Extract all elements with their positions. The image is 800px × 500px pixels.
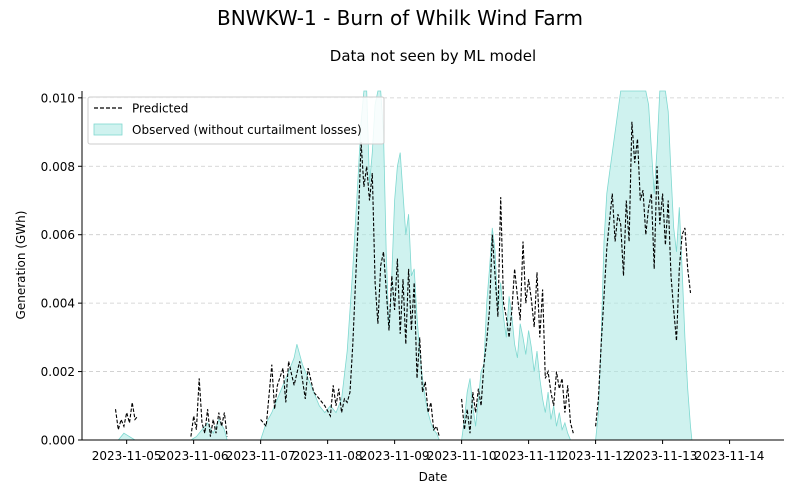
axes	[81, 91, 784, 441]
predicted-line-segment	[114, 402, 139, 430]
x-tick-label: 2023-11-14	[695, 449, 765, 463]
predicted-line-segment	[461, 197, 574, 434]
x-tick-label: 2023-11-09	[360, 449, 430, 463]
y-tick-label: 0.004	[41, 297, 75, 311]
x-tick-label: 2023-11-11	[494, 449, 564, 463]
x-tick-label: 2023-11-07	[226, 449, 296, 463]
legend-frame	[87, 96, 385, 145]
observed-area-segment	[461, 227, 572, 441]
x-tick-label: 2023-11-12	[561, 449, 631, 463]
legend-observed-swatch	[93, 123, 123, 136]
x-tick-label: 2023-11-06	[159, 449, 229, 463]
legend-observed-label: Observed (without curtailment losses)	[132, 123, 362, 137]
legend-predicted-label: Predicted	[132, 102, 188, 116]
y-tick-label: 0.002	[41, 365, 75, 379]
predicted-line-segment	[190, 378, 228, 437]
y-tick-label: 0.000	[41, 434, 75, 448]
legend: Predicted Observed (without curtailment …	[87, 96, 385, 145]
predicted-line-segment	[260, 142, 440, 437]
x-tick-label: 2023-11-13	[628, 449, 698, 463]
predicted-line-series	[114, 121, 692, 437]
predicted-line-segment	[595, 121, 692, 427]
y-axis-label: Generation (GWh)	[14, 211, 28, 320]
observed-area-series	[117, 90, 693, 441]
observed-area-segment	[117, 432, 137, 441]
x-tick-label: 2023-11-05	[92, 449, 162, 463]
x-axis-ticks: 2023-11-052023-11-062023-11-072023-11-08…	[92, 440, 765, 463]
y-tick-label: 0.006	[41, 228, 75, 242]
figure-title: BNWKW-1 - Burn of Whilk Wind Farm	[216, 6, 584, 30]
y-tick-label: 0.008	[41, 160, 75, 174]
observed-area-segment	[595, 90, 693, 441]
x-tick-label: 2023-11-08	[293, 449, 363, 463]
chart-subtitle: Data not seen by ML model	[329, 47, 537, 65]
x-tick-label: 2023-11-10	[427, 449, 497, 463]
observed-area-segment	[189, 418, 228, 441]
y-tick-label: 0.010	[41, 91, 75, 105]
x-axis-label: Date	[419, 470, 448, 484]
y-axis-ticks: 0.000 0.002 0.004 0.006 0.008 0.010	[41, 91, 82, 448]
